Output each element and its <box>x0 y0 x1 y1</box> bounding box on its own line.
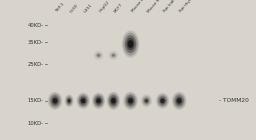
Ellipse shape <box>48 92 62 110</box>
Ellipse shape <box>112 98 115 103</box>
Text: Rat thymus: Rat thymus <box>179 0 198 13</box>
Text: 35KD-: 35KD- <box>27 39 43 45</box>
Ellipse shape <box>143 96 150 105</box>
Ellipse shape <box>112 54 115 57</box>
Ellipse shape <box>141 94 152 107</box>
Text: HL60: HL60 <box>69 3 79 13</box>
Text: THP-1: THP-1 <box>55 2 66 13</box>
Ellipse shape <box>174 95 184 107</box>
Ellipse shape <box>110 97 116 105</box>
Ellipse shape <box>107 92 120 110</box>
Ellipse shape <box>126 38 135 50</box>
Text: Mouse brain: Mouse brain <box>146 0 166 13</box>
Ellipse shape <box>110 52 117 59</box>
Ellipse shape <box>81 99 85 103</box>
Ellipse shape <box>128 40 133 48</box>
Ellipse shape <box>127 97 134 105</box>
Text: - TOMM20: - TOMM20 <box>219 98 249 103</box>
Ellipse shape <box>156 93 169 109</box>
Ellipse shape <box>159 97 166 104</box>
Ellipse shape <box>92 93 105 109</box>
Text: Mouse kidney: Mouse kidney <box>131 0 152 13</box>
Ellipse shape <box>176 97 183 105</box>
Ellipse shape <box>144 98 149 104</box>
Ellipse shape <box>52 98 58 103</box>
Text: 15KD-: 15KD- <box>27 98 43 103</box>
Ellipse shape <box>157 94 168 108</box>
Ellipse shape <box>94 95 103 106</box>
Ellipse shape <box>127 40 134 48</box>
Ellipse shape <box>123 92 138 110</box>
Ellipse shape <box>128 98 133 103</box>
Ellipse shape <box>78 94 89 108</box>
Ellipse shape <box>160 98 165 103</box>
Ellipse shape <box>52 97 58 105</box>
Ellipse shape <box>108 93 119 108</box>
Ellipse shape <box>161 99 164 103</box>
Ellipse shape <box>158 96 167 106</box>
Ellipse shape <box>142 95 151 106</box>
Ellipse shape <box>145 99 148 103</box>
Ellipse shape <box>111 53 116 58</box>
Text: 10KD-: 10KD- <box>27 121 43 126</box>
Text: HepG2: HepG2 <box>99 0 111 13</box>
Ellipse shape <box>112 54 115 57</box>
Ellipse shape <box>177 98 182 103</box>
Ellipse shape <box>49 93 61 108</box>
Ellipse shape <box>173 93 185 108</box>
Ellipse shape <box>122 30 139 58</box>
Ellipse shape <box>95 97 102 105</box>
Ellipse shape <box>129 98 133 103</box>
Ellipse shape <box>81 98 86 103</box>
Ellipse shape <box>65 95 73 106</box>
Ellipse shape <box>79 95 88 106</box>
Ellipse shape <box>97 54 100 57</box>
Ellipse shape <box>177 98 181 103</box>
Ellipse shape <box>65 94 74 107</box>
Ellipse shape <box>96 98 101 103</box>
Ellipse shape <box>96 53 101 58</box>
Ellipse shape <box>67 98 71 104</box>
Text: U251: U251 <box>83 3 93 13</box>
Ellipse shape <box>126 95 135 107</box>
Text: 40KD-: 40KD- <box>27 23 43 28</box>
Ellipse shape <box>144 99 148 103</box>
Ellipse shape <box>50 95 60 107</box>
Ellipse shape <box>53 98 57 103</box>
Ellipse shape <box>95 52 102 59</box>
Ellipse shape <box>68 99 70 103</box>
Ellipse shape <box>68 99 71 103</box>
Ellipse shape <box>66 96 72 105</box>
Text: Rat kidney: Rat kidney <box>163 0 180 13</box>
Ellipse shape <box>109 51 118 60</box>
Ellipse shape <box>124 93 137 108</box>
Ellipse shape <box>123 33 138 56</box>
Ellipse shape <box>109 95 118 107</box>
Text: 25KD-: 25KD- <box>27 62 43 67</box>
Ellipse shape <box>94 51 103 60</box>
Ellipse shape <box>125 35 136 53</box>
Ellipse shape <box>93 94 104 108</box>
Ellipse shape <box>172 92 187 110</box>
Text: MCF7: MCF7 <box>113 2 124 13</box>
Ellipse shape <box>97 99 100 103</box>
Ellipse shape <box>111 98 116 103</box>
Ellipse shape <box>77 93 90 109</box>
Ellipse shape <box>80 97 86 105</box>
Ellipse shape <box>97 54 100 57</box>
